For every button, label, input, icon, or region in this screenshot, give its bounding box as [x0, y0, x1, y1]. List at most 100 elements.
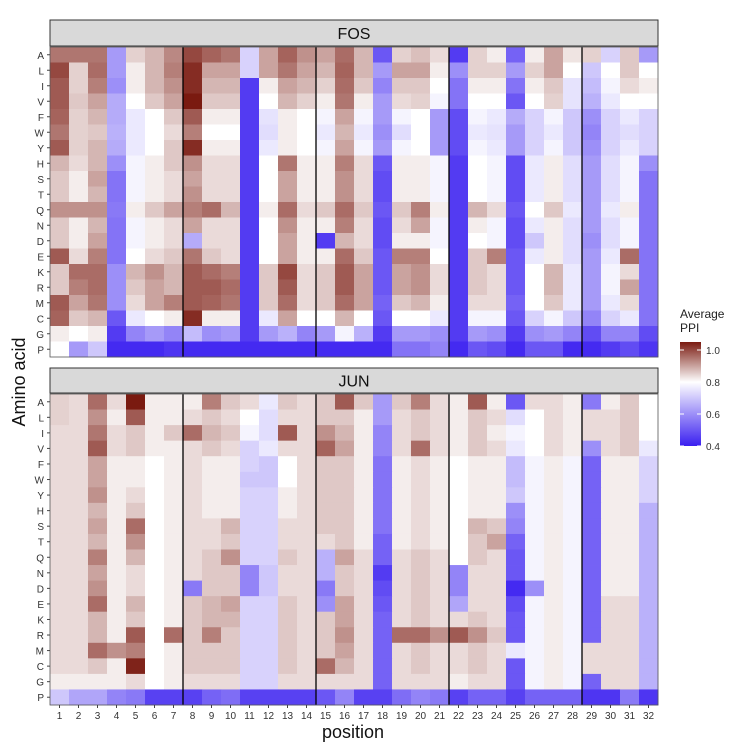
legend-tick-label: 0.6 [706, 410, 720, 421]
heatmap-cell [316, 518, 336, 535]
heatmap-cell [411, 409, 431, 426]
x-tick-label: 29 [586, 711, 598, 722]
heatmap-cell [430, 279, 450, 296]
heatmap-cell [145, 326, 165, 342]
heatmap-cell [487, 518, 507, 535]
heatmap-cell [107, 611, 127, 628]
heatmap-cell [506, 456, 526, 473]
heatmap-cell [50, 233, 70, 249]
heatmap-cell [145, 549, 165, 566]
heatmap-cell [335, 611, 355, 628]
heatmap-cell [88, 264, 108, 280]
heatmap-cell [411, 248, 431, 265]
heatmap-cell [259, 409, 279, 426]
heatmap-cell [69, 689, 89, 706]
heatmap-cell [335, 409, 355, 426]
heatmap-cell [240, 471, 260, 488]
heatmap-cell [69, 47, 89, 63]
heatmap-cell [145, 440, 165, 457]
heatmap-cell [373, 533, 393, 550]
heatmap-cell [259, 518, 279, 535]
heatmap-cell [639, 62, 659, 79]
heatmap-cell [88, 124, 108, 141]
heatmap-cell [525, 565, 545, 581]
heatmap-cell [544, 295, 564, 311]
heatmap-cell [506, 155, 526, 172]
heatmap-cell [582, 62, 602, 79]
heatmap-cell [639, 341, 659, 358]
heatmap-cell [468, 502, 488, 519]
heatmap-cell [240, 217, 260, 234]
heatmap-cell [107, 264, 127, 280]
heatmap-cell [183, 171, 203, 187]
heatmap-cell [601, 279, 621, 296]
heatmap-cell [544, 456, 564, 473]
heatmap-cell [145, 611, 165, 628]
heatmap-cell [335, 596, 355, 613]
heatmap-cell [126, 295, 146, 311]
heatmap-cell [582, 202, 602, 218]
heatmap-cell [354, 341, 374, 358]
heatmap-cell [430, 658, 450, 675]
heatmap-cell [278, 471, 298, 488]
heatmap-cell [620, 394, 640, 410]
heatmap-cell [506, 580, 526, 597]
heatmap-cell [468, 425, 488, 442]
x-tick-label: 18 [377, 711, 389, 722]
heatmap-cell [544, 658, 564, 675]
heatmap-cell [354, 202, 374, 218]
heatmap-cell [601, 341, 621, 358]
heatmap-cell [164, 596, 184, 613]
heatmap-cell [145, 502, 165, 519]
heatmap-cell [525, 264, 545, 280]
heatmap-cell [126, 279, 146, 296]
heatmap-cell [50, 533, 70, 550]
heatmap-cell [525, 456, 545, 473]
legend-tick-label: 0.4 [706, 442, 720, 453]
heatmap-cell [240, 518, 260, 535]
heatmap-cell [316, 140, 336, 156]
heatmap-cell [259, 533, 279, 550]
heatmap-cell [639, 124, 659, 141]
heatmap-cell [639, 518, 659, 535]
heatmap-cell [164, 93, 184, 110]
heatmap-cell [449, 565, 469, 581]
heatmap-cell [50, 264, 70, 280]
heatmap-cell [297, 248, 317, 265]
heatmap-cell [278, 140, 298, 156]
heatmap-cell [164, 109, 184, 125]
heatmap-cell [487, 425, 507, 442]
heatmap-cell [487, 202, 507, 218]
heatmap-cell [202, 124, 222, 141]
heatmap-cell [544, 248, 564, 265]
heatmap-cell [259, 78, 279, 94]
heatmap-cell [316, 279, 336, 296]
heatmap-cell [145, 565, 165, 581]
heatmap-cell [335, 425, 355, 442]
heatmap-cell [601, 471, 621, 488]
heatmap-cell [164, 186, 184, 203]
heatmap-cell [164, 642, 184, 659]
heatmap-cell [335, 171, 355, 187]
heatmap-cell [468, 264, 488, 280]
heatmap-cell [164, 565, 184, 581]
heatmap-cell [183, 186, 203, 203]
heatmap-cell [50, 394, 70, 410]
heatmap-cell [278, 673, 298, 690]
heatmap-cell [563, 248, 583, 265]
heatmap-cell [468, 310, 488, 327]
heatmap-cell [392, 502, 412, 519]
heatmap-cell [164, 580, 184, 597]
heatmap-cell [563, 565, 583, 581]
heatmap-cell [88, 456, 108, 473]
heatmap-cell [563, 171, 583, 187]
heatmap-cell [544, 140, 564, 156]
heatmap-cell [278, 658, 298, 675]
heatmap-cell [468, 456, 488, 473]
heatmap-cell [221, 109, 241, 125]
heatmap-cell [50, 456, 70, 473]
heatmap-cell [183, 549, 203, 566]
heatmap-cell [373, 658, 393, 675]
heatmap-cell [50, 487, 70, 504]
heatmap-cell [506, 642, 526, 659]
